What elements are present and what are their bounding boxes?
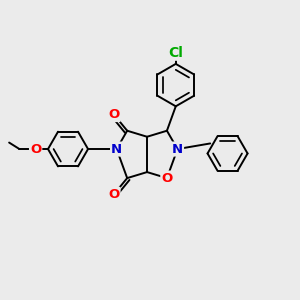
Text: O: O [108,108,120,121]
Text: O: O [161,172,172,184]
Text: Cl: Cl [168,46,183,60]
Text: N: N [111,142,122,155]
Text: O: O [30,142,41,155]
Text: N: N [172,142,183,155]
Text: O: O [108,188,120,201]
